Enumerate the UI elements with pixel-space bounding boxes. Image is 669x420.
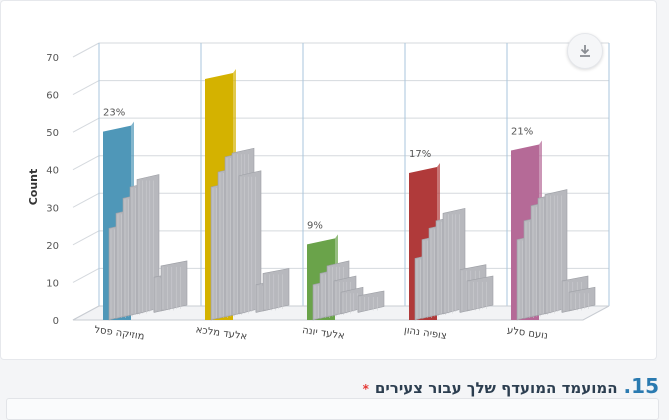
download-icon [580,45,590,57]
grey-bar [262,268,290,312]
grey-bar [160,260,188,312]
answer-box[interactable] [6,398,659,420]
grey-bar [466,275,494,312]
bar-chart: 0 10 20 30 40 50 60 70 Count 23% מוזיקה פסל אלעד מל… [27,42,610,343]
gridline-side [72,117,100,133]
y-tick-label: 60 [46,91,59,102]
question-number: 15. [623,374,659,398]
x-tick-label: אלעד מלכא [195,324,248,342]
x-tick-label: נועם סלע [506,325,548,342]
download-button[interactable] [567,33,603,69]
y-tick-label: 50 [46,128,59,139]
y-tick-label: 0 [53,316,59,327]
x-tick-label: מוזיקה פסל [94,325,145,343]
chart-card: 0 10 20 30 40 50 60 70 Count 23% מוזיקה פסל אלעד מל… [0,0,657,360]
y-tick-label: 40 [46,166,59,177]
data-label: 17% [409,149,431,160]
x-tick-label: אלעד יונה [301,325,345,342]
data-label: 9% [307,220,323,231]
gridline-side [72,230,100,246]
required-mark: * [362,382,369,396]
question-title: 15. המועמד המועדף שלך עבור צעירים * [363,374,659,398]
y-tick-label: 30 [46,203,59,214]
x-tick-label: צופיה נהון [403,325,447,342]
y-axis-label: Count [27,169,40,206]
data-label: 21% [511,126,533,137]
y-tick-label: 70 [46,53,59,64]
gridline-side [72,80,100,96]
gridline-side [72,155,100,171]
y-tick-label: 20 [46,241,59,252]
gridline-side [72,42,100,58]
gridline-side [72,267,100,283]
question-text: המועמד המועדף שלך עבור צעירים [374,379,618,397]
gridline-side [72,192,100,208]
y-tick-label: 10 [46,278,59,289]
data-label: 23% [103,108,125,119]
